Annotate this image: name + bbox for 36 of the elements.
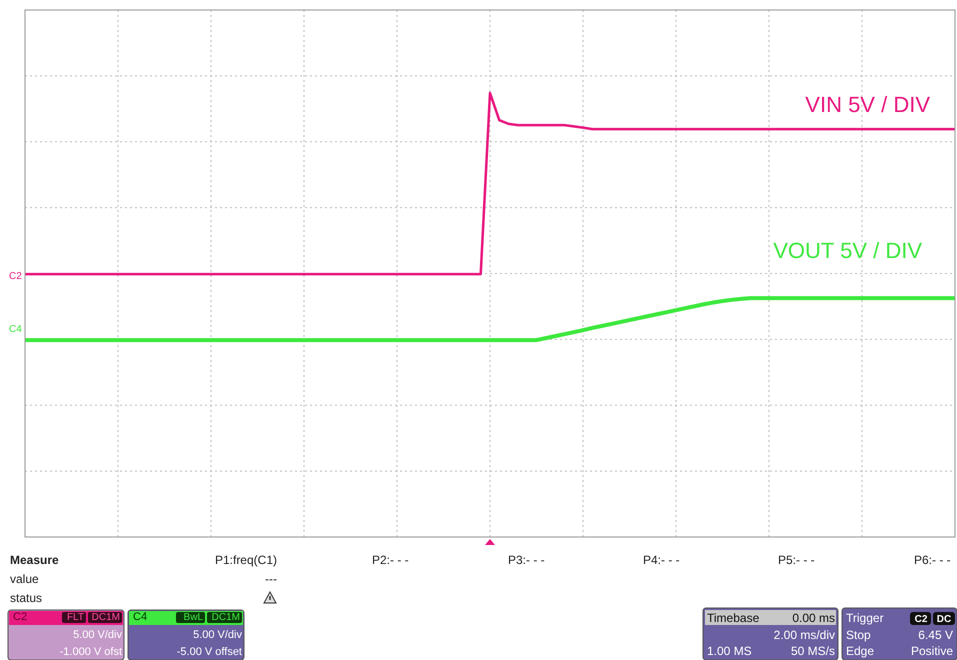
text: C2 <box>914 614 928 625</box>
text: Trigger <box>846 611 884 625</box>
text: P6:- - - <box>914 553 951 567</box>
text: DC <box>936 614 952 625</box>
text: --- <box>265 572 277 586</box>
series-label: VOUT 5V / DIV <box>773 238 922 263</box>
text: Measure <box>10 553 60 567</box>
text: 1.00 MS <box>707 644 752 658</box>
text: DC1M <box>92 612 120 623</box>
text: 0.00 ms <box>792 611 835 625</box>
text: P5:- - - <box>778 553 815 567</box>
text: FLT <box>66 612 84 623</box>
text: status <box>10 591 42 605</box>
text: Stop <box>846 628 872 642</box>
text: Edge <box>846 644 874 658</box>
text: C4 <box>9 324 22 335</box>
text: BwL <box>184 612 204 623</box>
text: P2:- - - <box>372 553 409 567</box>
text: P4:- - - <box>643 553 680 567</box>
text: P3:- - - <box>508 553 545 567</box>
text: DC1M <box>212 612 240 623</box>
text: -5.00 V offset <box>176 646 242 658</box>
text: 2.00 ms/div <box>774 628 835 642</box>
text: 50 MS/s <box>790 644 835 658</box>
text: 5.00 V/div <box>73 629 122 641</box>
text: P1:freq(C1) <box>214 553 277 567</box>
text: 6.45 V <box>918 628 953 642</box>
text: 5.00 V/div <box>193 629 242 641</box>
text: C4 <box>133 611 148 623</box>
text: C2 <box>13 611 28 623</box>
text: -1.000 V ofst <box>60 646 122 658</box>
text: Timebase <box>707 611 760 625</box>
series-label: VIN 5V / DIV <box>805 92 930 117</box>
text: Positive <box>910 644 954 658</box>
text: value <box>10 572 40 586</box>
text: C2 <box>9 271 22 282</box>
